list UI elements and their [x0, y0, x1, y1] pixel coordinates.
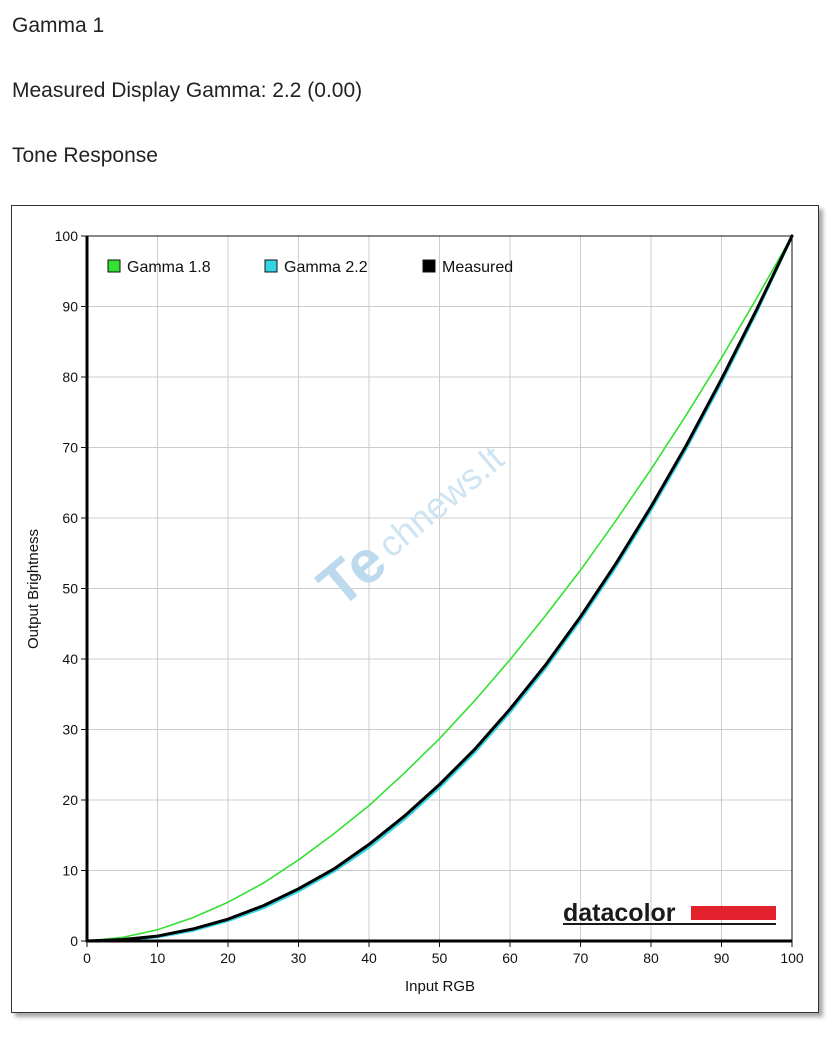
series-line-gamma-1-8: [86, 235, 793, 942]
x-tick-label: 90: [714, 950, 730, 966]
legend-swatch: [264, 259, 278, 273]
legend-swatch: [422, 259, 436, 273]
x-tick-label: 40: [361, 950, 377, 966]
tick-labels: 0 10 20 30 40 50 60 70 80 90 100 0 10 20 30 40 50 60 70 80 9…: [55, 228, 804, 966]
series-lines: [85, 234, 794, 943]
y-tick-label: 20: [62, 792, 78, 808]
x-tick-label: 100: [780, 950, 804, 966]
axes: [81, 235, 793, 947]
watermark: Te chnews.lt: [305, 437, 511, 620]
x-tick-label: 20: [220, 950, 236, 966]
legend: Gamma 1.8 Gamma 2.2 Measured: [107, 259, 513, 276]
y-tick-label: 0: [70, 933, 78, 949]
chart-frame: [11, 205, 819, 1013]
x-tick-label: 0: [83, 950, 91, 966]
logo-underline: [563, 923, 776, 925]
y-tick-label: 80: [62, 369, 78, 385]
x-tick-label: 60: [502, 950, 518, 966]
y-tick-label: 10: [62, 863, 78, 879]
datacolor-logo: datacolor: [563, 899, 776, 927]
section-title: Tone Response: [12, 144, 158, 167]
x-axis-title: Input RGB: [405, 978, 475, 995]
y-tick-label: 90: [62, 299, 78, 315]
legend-label: Measured: [442, 259, 513, 276]
measured-gamma-text: Measured Display Gamma: 2.2 (0.00): [12, 79, 363, 102]
y-tick-label: 30: [62, 722, 78, 738]
y-tick-label: 50: [62, 581, 78, 597]
x-tick-label: 10: [150, 950, 166, 966]
logo-bar: [691, 906, 776, 920]
legend-swatch: [107, 259, 121, 273]
x-tick-label: 70: [573, 950, 589, 966]
series-line-measured: [85, 234, 794, 943]
x-tick-label: 80: [643, 950, 659, 966]
grid: [86, 235, 793, 942]
x-tick-label: 50: [432, 950, 448, 966]
page-title: Gamma 1: [12, 14, 105, 37]
logo-text: datacolor: [563, 899, 676, 927]
legend-label: Gamma 1.8: [127, 259, 211, 276]
y-tick-label: 40: [62, 651, 78, 667]
watermark-suffix: chnews.lt: [370, 437, 511, 565]
legend-label: Gamma 2.2: [284, 259, 368, 276]
y-tick-label: 70: [62, 440, 78, 456]
x-tick-label: 30: [291, 950, 307, 966]
y-axis-title: Output Brightness: [25, 529, 42, 649]
y-tick-label: 100: [55, 228, 79, 244]
y-tick-label: 60: [62, 510, 78, 526]
